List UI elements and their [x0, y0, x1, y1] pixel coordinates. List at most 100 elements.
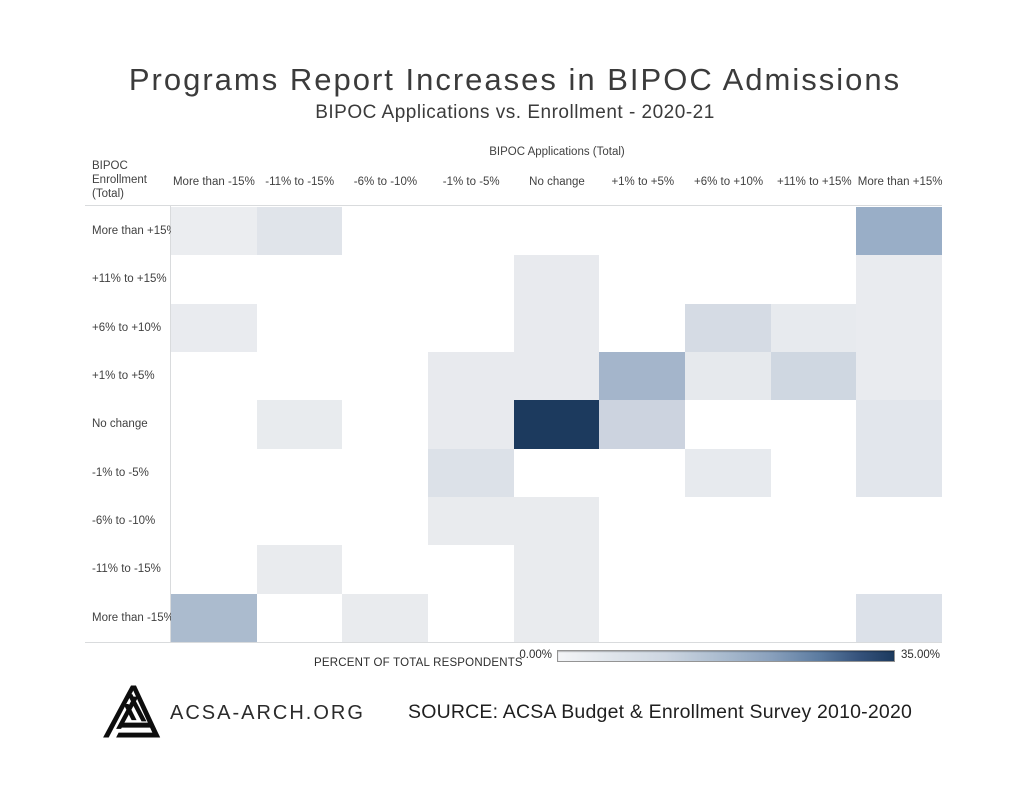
heatmap-cell[interactable] — [770, 496, 857, 546]
heatmap-cell[interactable] — [171, 351, 257, 401]
heatmap-cell[interactable] — [856, 255, 942, 304]
heatmap-cell[interactable] — [171, 303, 257, 352]
heatmap-cell[interactable] — [342, 448, 428, 497]
heatmap-cell[interactable] — [342, 593, 428, 642]
heatmap-cell[interactable] — [599, 303, 685, 352]
heatmap-cell[interactable] — [513, 255, 600, 304]
legend-max-label: 35.00% — [901, 649, 941, 661]
x-axis-title: BIPOC Applications (Total) — [489, 146, 625, 158]
y-axis-title: BIPOC Enrollment (Total) — [92, 160, 147, 200]
column-header: -11% to -15% — [265, 176, 335, 188]
heatmap-cell[interactable] — [256, 545, 343, 594]
column-header: +11% to +15% — [777, 176, 852, 188]
heatmap-cell[interactable] — [599, 255, 685, 304]
heatmap-cell[interactable] — [342, 303, 428, 352]
heatmap-cell[interactable] — [770, 593, 857, 642]
heatmap-cell[interactable] — [513, 545, 600, 594]
heatmap-cell[interactable] — [599, 448, 685, 497]
heatmap-cell[interactable] — [684, 545, 771, 594]
heatmap-cell[interactable] — [171, 593, 257, 642]
heatmap-cell[interactable] — [342, 400, 428, 449]
heatmap-cell[interactable] — [171, 496, 257, 546]
heatmap-cell[interactable] — [427, 207, 514, 256]
heatmap-cell[interactable] — [513, 593, 600, 642]
heatmap-cell[interactable] — [856, 545, 942, 594]
heatmap-cell[interactable] — [684, 400, 771, 449]
heatmap-cell[interactable] — [513, 448, 600, 497]
heatmap-cell[interactable] — [856, 496, 942, 546]
heatmap-cell[interactable] — [342, 255, 428, 304]
heatmap-cell[interactable] — [513, 400, 600, 449]
heatmap-cell[interactable] — [171, 255, 257, 304]
heatmap-cell[interactable] — [427, 351, 514, 401]
heatmap-cell[interactable] — [256, 593, 343, 642]
heatmap-cell[interactable] — [770, 255, 857, 304]
heatmap-cell[interactable] — [171, 545, 257, 594]
heatmap-cell[interactable] — [427, 303, 514, 352]
column-header: More than +15% — [857, 176, 943, 188]
heatmap-cell[interactable] — [427, 545, 514, 594]
heatmap-cell[interactable] — [770, 400, 857, 449]
acsa-logo-icon — [103, 685, 161, 738]
heatmap-cell[interactable] — [856, 448, 942, 497]
heatmap-cell[interactable] — [427, 400, 514, 449]
heatmap-cell[interactable] — [856, 351, 942, 401]
source-attribution: SOURCE: ACSA Budget & Enrollment Survey … — [408, 701, 913, 723]
heatmap-cell[interactable] — [171, 207, 257, 256]
heatmap-cell[interactable] — [684, 255, 771, 304]
heatmap-cell[interactable] — [256, 207, 343, 256]
heatmap-cell[interactable] — [342, 545, 428, 594]
heatmap-cell[interactable] — [256, 303, 343, 352]
heatmap-cell[interactable] — [856, 303, 942, 352]
heatmap-cell[interactable] — [171, 448, 257, 497]
heatmap-cell[interactable] — [599, 545, 685, 594]
heatmap-cell[interactable] — [599, 593, 685, 642]
heatmap-cell[interactable] — [427, 255, 514, 304]
page-title: Programs Report Increases in BIPOC Admis… — [128, 62, 902, 97]
heatmap-cell[interactable] — [770, 303, 857, 352]
heatmap-cell[interactable] — [342, 207, 428, 256]
heatmap-cell[interactable] — [770, 448, 857, 497]
row-labels: More than +15% +11% to +15% +6% to +10% +1%… — [92, 207, 177, 642]
heatmap-cell[interactable] — [770, 545, 857, 594]
heatmap-cell[interactable] — [856, 207, 942, 256]
heatmap-cell[interactable] — [684, 448, 771, 497]
heatmap-cell[interactable] — [856, 400, 942, 449]
heatmap-cell[interactable] — [256, 351, 343, 401]
heatmap-cell[interactable] — [599, 400, 685, 449]
heatmap-cell[interactable] — [427, 448, 514, 497]
heatmap-cell[interactable] — [513, 207, 600, 256]
heatmap-cell[interactable] — [684, 303, 771, 352]
heatmap-cell[interactable] — [684, 593, 771, 642]
heatmap-cell[interactable] — [427, 593, 514, 642]
page-subtitle: BIPOC Applications vs. Enrollment - 2020… — [315, 102, 715, 123]
heatmap-cell[interactable] — [770, 351, 857, 401]
heatmap-cell[interactable] — [256, 255, 343, 304]
heatmap-cell[interactable] — [427, 496, 514, 546]
heatmap-cell[interactable] — [513, 351, 600, 401]
org-website-text: ACSA-ARCH.ORG — [170, 702, 365, 724]
row-label: No change — [92, 418, 148, 431]
column-header: -6% to -10% — [353, 176, 418, 188]
heatmap-cell[interactable] — [513, 303, 600, 352]
heatmap-cell[interactable] — [171, 400, 257, 449]
row-label: +1% to +5% — [92, 370, 155, 383]
heatmap-cell[interactable] — [342, 351, 428, 401]
heatmap-cell[interactable] — [684, 496, 771, 546]
row-label: +6% to +10% — [92, 321, 162, 334]
heatmap-cell[interactable] — [256, 448, 343, 497]
heatmap-cell[interactable] — [256, 496, 343, 546]
heatmap-cell[interactable] — [599, 496, 685, 546]
heatmap-cell[interactable] — [342, 496, 428, 546]
heatmap-cell[interactable] — [684, 351, 771, 401]
legend-min-label: 0.00% — [519, 649, 552, 661]
heatmap-cell[interactable] — [599, 207, 685, 256]
heatmap-cell[interactable] — [599, 351, 685, 401]
column-headers: More than -15% -11% to -15% -6% to -10% -1%… — [171, 176, 943, 192]
heatmap-cell[interactable] — [856, 593, 942, 642]
heatmap-cell[interactable] — [770, 207, 857, 256]
heatmap-cell[interactable] — [684, 207, 771, 256]
heatmap-cell[interactable] — [256, 400, 343, 449]
heatmap-cell[interactable] — [513, 496, 600, 546]
